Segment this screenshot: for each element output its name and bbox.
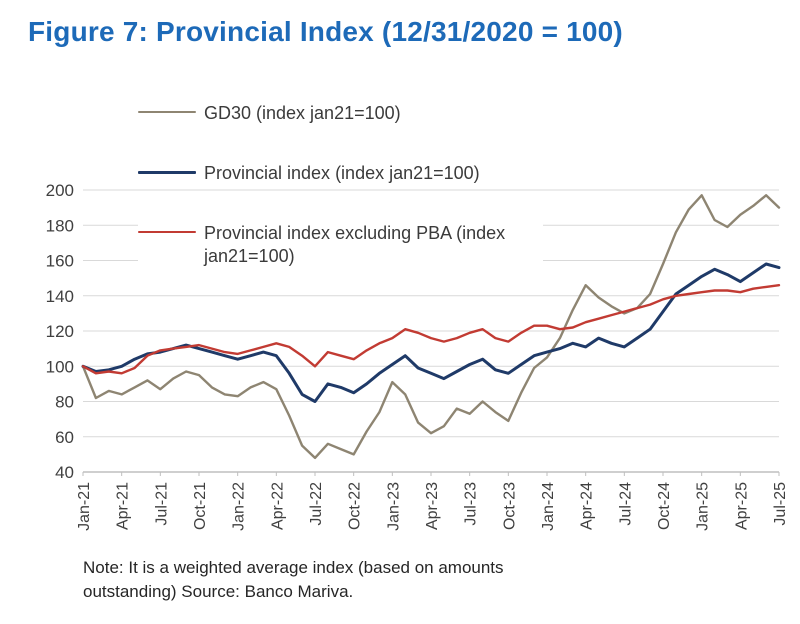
y-tick-label: 140 (46, 287, 74, 306)
x-tick-label: Oct-24 (656, 482, 673, 530)
y-tick-label: 160 (46, 252, 74, 271)
x-tick-label: Apr-22 (269, 482, 286, 530)
x-tick-label: Jan-25 (695, 482, 712, 531)
x-tick-label: Apr-21 (115, 482, 132, 530)
x-tick-label: Jul-22 (308, 482, 325, 526)
chart-canvas: 40 60 80 100 120 140 160 180 200 Jan-21 Apr-21 Jul-… (46, 181, 788, 531)
y-tick-label: 80 (55, 393, 74, 412)
provincial-line-swatch (138, 171, 196, 174)
legend-item-gd30: GD30 (index jan21=100) (138, 100, 405, 128)
y-tick-label: 60 (55, 428, 74, 447)
provincial-ex-pba-line-swatch (138, 231, 196, 234)
x-tick-label: Jan-21 (76, 482, 93, 531)
x-tick-label: Apr-25 (733, 482, 750, 530)
legend-item-provincial: Provincial index (index jan21=100) (138, 160, 484, 188)
x-tick-label: Jan-23 (385, 482, 402, 531)
legend-label-gd30: GD30 (index jan21=100) (204, 103, 401, 123)
legend-label-provincial-ex-pba: Provincial index excluding PBA (index ja… (204, 223, 506, 267)
series-line-provincial_ex_pba (81, 283, 781, 375)
figure-title: Figure 7: Provincial Index (12/31/2020 =… (28, 16, 623, 47)
y-tick-label: 180 (46, 216, 74, 235)
x-tick-label: Jul-21 (153, 482, 170, 526)
figure-note-line-2: outstanding) Source: Banco Mariva. (83, 581, 354, 601)
series-line-provincial (81, 262, 781, 403)
legend-label-provincial: Provincial index (index jan21=100) (204, 163, 480, 183)
x-tick-label: Oct-21 (192, 482, 209, 530)
series-line-gd30 (81, 194, 781, 460)
y-tick-label: 200 (46, 181, 74, 200)
figure-note-line-1: Note: It is a weighted average index (ba… (83, 558, 504, 577)
x-tick-label: Jan-24 (540, 482, 557, 531)
x-tick-label: Oct-22 (347, 482, 364, 530)
x-tick-label: Jul-24 (617, 482, 634, 526)
x-tick-label: Jul-23 (463, 482, 480, 526)
y-tick-label: 120 (46, 322, 74, 341)
figure-note: Note: It is a weighted average index (ba… (83, 556, 683, 604)
x-tick-label: Apr-23 (424, 482, 441, 530)
y-tick-label: 40 (55, 463, 74, 482)
x-tick-label: Jan-22 (231, 482, 248, 531)
legend-item-provincial-ex-pba: Provincial index excluding PBA (index ja… (138, 220, 543, 271)
x-tick-label: Oct-23 (501, 482, 518, 530)
x-tick-label: Jul-25 (772, 482, 788, 526)
y-tick-label: 100 (46, 357, 74, 376)
x-tick-label: Apr-24 (579, 482, 596, 530)
gd30-line-swatch (138, 111, 196, 114)
